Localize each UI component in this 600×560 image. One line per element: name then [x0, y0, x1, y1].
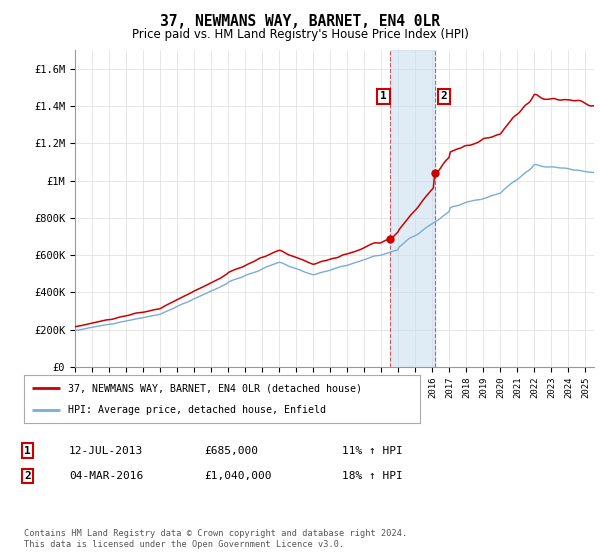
Bar: [391, 50, 435, 367]
Text: 37, NEWMANS WAY, BARNET, EN4 0LR (detached house): 37, NEWMANS WAY, BARNET, EN4 0LR (detach…: [68, 383, 362, 393]
Text: 11% ↑ HPI: 11% ↑ HPI: [342, 446, 403, 456]
Text: 1: 1: [380, 91, 387, 101]
Text: 1: 1: [24, 446, 31, 456]
Text: Price paid vs. HM Land Registry's House Price Index (HPI): Price paid vs. HM Land Registry's House …: [131, 28, 469, 41]
Text: 04-MAR-2016: 04-MAR-2016: [69, 471, 143, 481]
Text: £1,040,000: £1,040,000: [204, 471, 271, 481]
Text: 2: 2: [24, 471, 31, 481]
Text: 12-JUL-2013: 12-JUL-2013: [69, 446, 143, 456]
Text: £685,000: £685,000: [204, 446, 258, 456]
Text: Contains HM Land Registry data © Crown copyright and database right 2024.
This d: Contains HM Land Registry data © Crown c…: [24, 529, 407, 549]
Text: HPI: Average price, detached house, Enfield: HPI: Average price, detached house, Enfi…: [68, 405, 326, 415]
Text: 2: 2: [440, 91, 447, 101]
Text: 37, NEWMANS WAY, BARNET, EN4 0LR: 37, NEWMANS WAY, BARNET, EN4 0LR: [160, 14, 440, 29]
Text: 18% ↑ HPI: 18% ↑ HPI: [342, 471, 403, 481]
